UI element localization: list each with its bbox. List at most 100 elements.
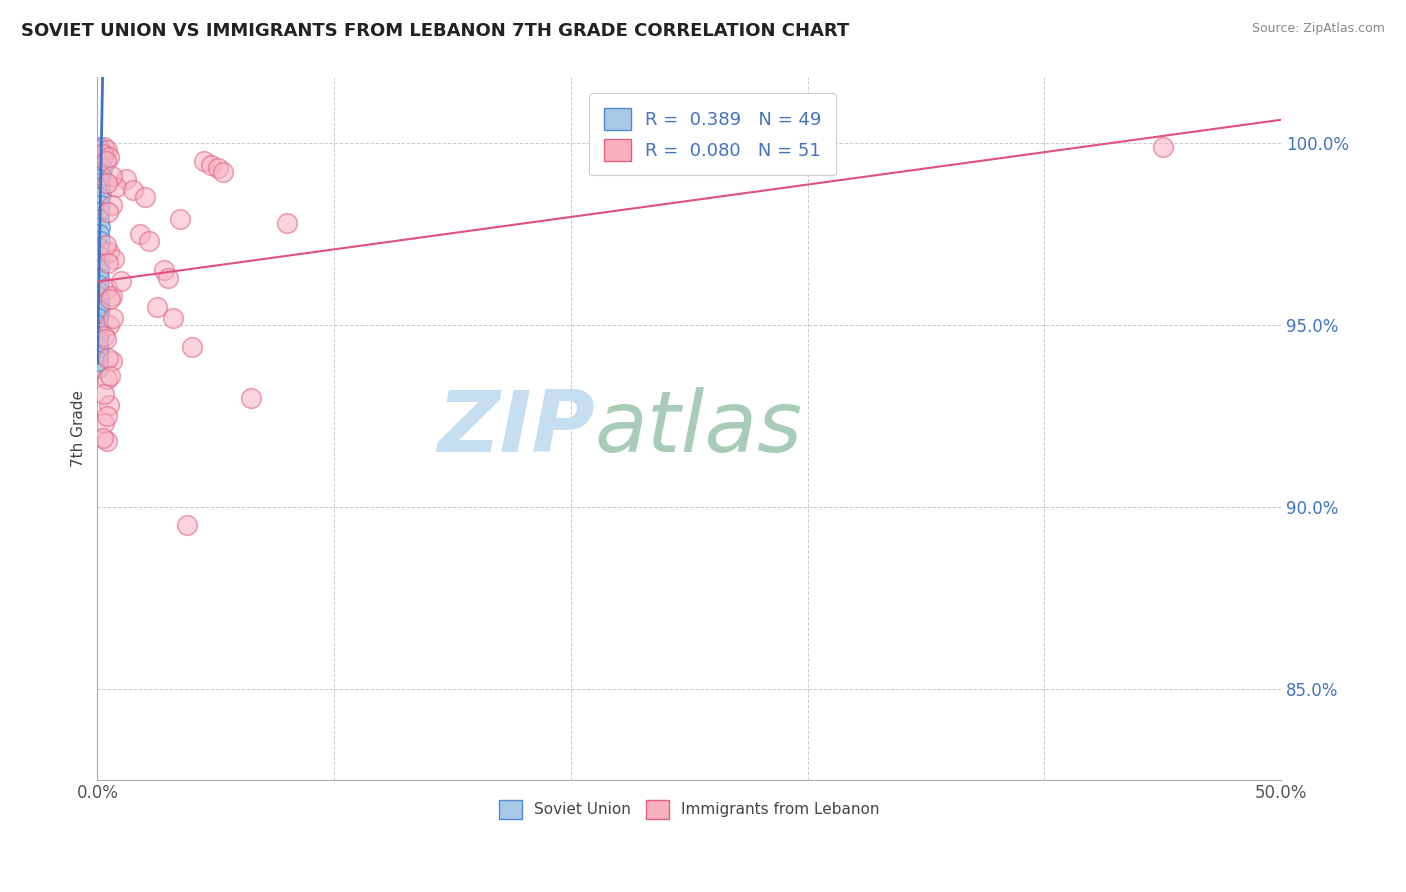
Point: [97, 256, 120, 270]
Point: [90, 186, 112, 201]
Point: [89, 234, 111, 248]
Point: [87, 351, 110, 365]
Point: [96, 434, 118, 449]
Point: [87, 321, 110, 335]
Point: [87, 340, 110, 354]
Point: [89, 198, 111, 212]
Point: [91, 151, 114, 165]
Point: [211, 165, 233, 179]
Point: [162, 310, 184, 325]
Point: [87, 205, 110, 219]
Point: [193, 154, 215, 169]
Point: [89, 154, 111, 169]
Point: [169, 212, 191, 227]
Point: [89, 190, 111, 204]
Point: [87, 270, 110, 285]
Text: atlas: atlas: [595, 387, 803, 470]
Text: Source: ZipAtlas.com: Source: ZipAtlas.com: [1251, 22, 1385, 36]
Point: [90, 158, 112, 172]
Point: [129, 227, 152, 241]
Point: [89, 219, 111, 234]
Point: [100, 198, 122, 212]
Point: [94, 332, 117, 346]
Text: ZIP: ZIP: [437, 387, 595, 470]
Point: [89, 256, 111, 270]
Text: SOVIET UNION VS IMMIGRANTS FROM LEBANON 7TH GRADE CORRELATION CHART: SOVIET UNION VS IMMIGRANTS FROM LEBANON …: [21, 22, 849, 40]
Point: [87, 361, 110, 376]
Point: [97, 351, 120, 365]
Point: [89, 165, 111, 179]
Point: [87, 325, 110, 339]
Point: [181, 340, 204, 354]
Point: [94, 154, 117, 169]
Point: [276, 216, 298, 230]
Point: [200, 158, 222, 172]
Point: [93, 328, 115, 343]
Point: [89, 139, 111, 153]
Point: [87, 336, 110, 351]
Point: [96, 143, 118, 157]
Point: [240, 391, 263, 405]
Point: [87, 354, 110, 368]
Point: [89, 277, 111, 292]
Point: [103, 252, 125, 267]
Point: [91, 431, 114, 445]
Point: [157, 270, 180, 285]
Point: [87, 263, 110, 277]
Point: [105, 179, 128, 194]
Point: [89, 179, 111, 194]
Point: [87, 343, 110, 358]
Point: [87, 296, 110, 310]
Point: [98, 318, 121, 332]
Y-axis label: 7th Grade: 7th Grade: [72, 390, 86, 467]
Point: [96, 176, 118, 190]
Point: [87, 347, 110, 361]
Point: [89, 212, 111, 227]
Point: [87, 307, 110, 321]
Point: [96, 281, 118, 295]
Point: [138, 234, 160, 248]
Point: [87, 289, 110, 303]
Point: [100, 354, 122, 368]
Point: [89, 176, 111, 190]
Point: [89, 143, 111, 157]
Point: [87, 347, 110, 361]
Point: [91, 146, 114, 161]
Point: [207, 161, 229, 176]
Point: [98, 398, 121, 412]
Point: [87, 310, 110, 325]
Point: [98, 293, 121, 307]
Point: [96, 409, 118, 423]
Point: [98, 151, 121, 165]
Point: [87, 172, 110, 186]
Point: [114, 172, 136, 186]
Point: [87, 227, 110, 241]
Point: [87, 354, 110, 368]
Point: [90, 146, 112, 161]
Point: [93, 416, 115, 430]
Point: [145, 300, 167, 314]
Point: [87, 328, 110, 343]
Point: [98, 245, 121, 260]
Point: [93, 387, 115, 401]
Point: [87, 285, 110, 299]
Point: [97, 205, 120, 219]
Point: [87, 300, 110, 314]
Point: [87, 314, 110, 328]
Point: [87, 293, 110, 307]
Point: [93, 139, 115, 153]
Legend: Soviet Union, Immigrants from Lebanon: Soviet Union, Immigrants from Lebanon: [492, 794, 886, 824]
Point: [87, 303, 110, 318]
Point: [152, 263, 174, 277]
Point: [87, 318, 110, 332]
Point: [89, 242, 111, 256]
Point: [100, 289, 122, 303]
Point: [94, 237, 117, 252]
Point: [121, 183, 143, 197]
Point: [96, 372, 118, 386]
Point: [98, 368, 121, 383]
Point: [176, 517, 198, 532]
Point: [90, 169, 112, 183]
Point: [90, 161, 112, 176]
Point: [101, 310, 124, 325]
